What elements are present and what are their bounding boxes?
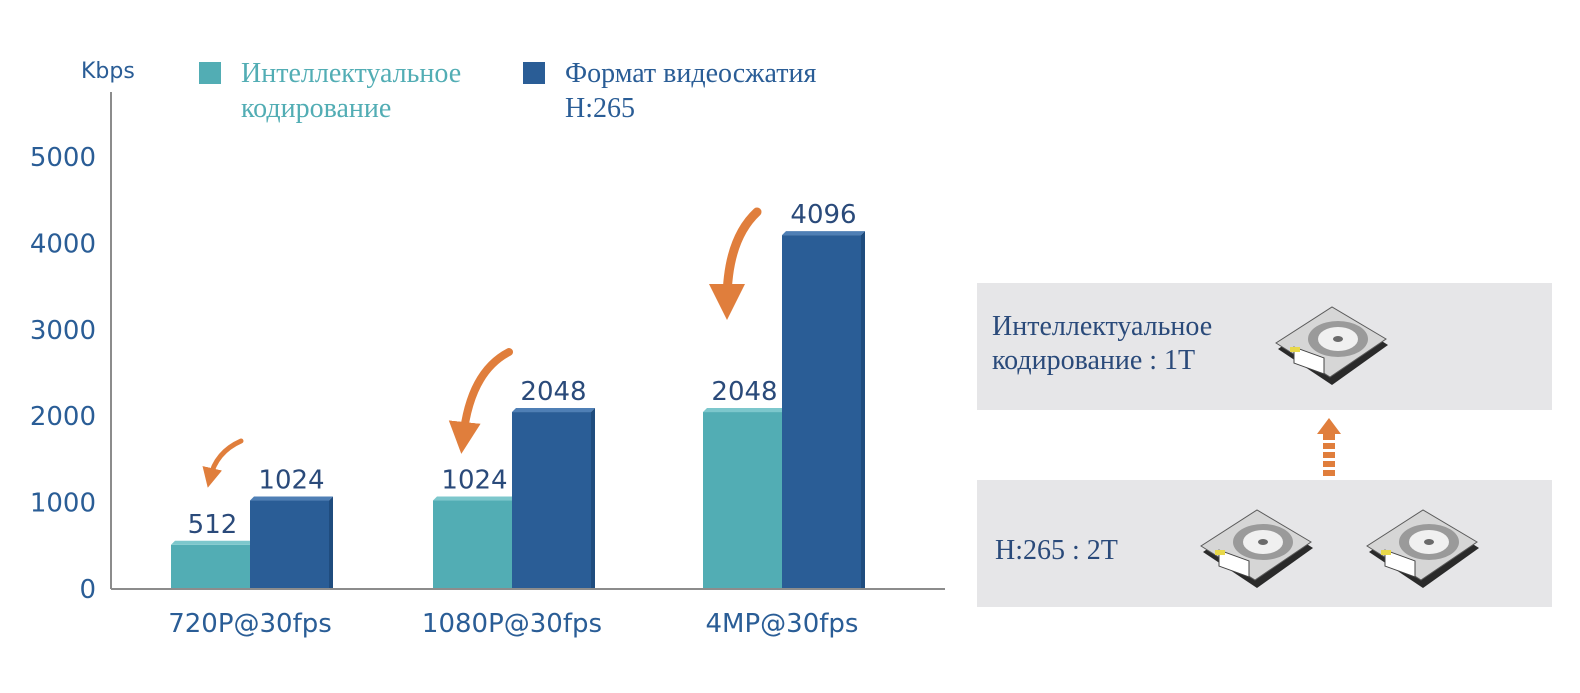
bar-top-edge <box>250 496 333 501</box>
reduction-arrow-icon <box>448 348 513 454</box>
bar-smart-coding-2 <box>703 412 782 589</box>
y-tick-label: 1000 <box>30 489 96 519</box>
bar-top-edge <box>512 408 595 413</box>
storage-panel-h265: H:265 : 2T <box>977 480 1552 607</box>
x-category-label: 1080P@30fps <box>422 609 602 639</box>
bar-smart-coding-0 <box>171 544 250 589</box>
legend-swatch-h265 <box>523 62 545 84</box>
storage-label-line1: Интеллектуальное <box>992 311 1213 342</box>
bar-chart: Kbps 0 1000 2000 3000 4000 5000 512 1024 2048 10… <box>30 59 945 639</box>
y-tick-label: 5000 <box>30 143 96 173</box>
data-label: 1024 <box>441 466 507 496</box>
bar-side-edge <box>591 408 595 589</box>
storage-panel-smart-coding: Интеллектуальное кодирование : 1T <box>977 283 1552 410</box>
y-tick-label: 4000 <box>30 229 96 259</box>
storage-label-smart-coding: Интеллектуальное кодирование : 1T <box>992 310 1212 378</box>
y-tick-label: 3000 <box>30 316 96 346</box>
arrow-up-icon <box>1317 418 1341 476</box>
bar-side-edge <box>861 231 865 590</box>
legend-item-smart-coding: Интеллектуальное кодирование <box>199 56 461 126</box>
reduction-arrow-icon <box>202 438 244 488</box>
bar-top-edge <box>703 408 786 413</box>
data-label: 512 <box>188 510 238 540</box>
storage-label-h265: H:265 : 2T <box>995 535 1118 566</box>
legend-label-line1: Интеллектуальное <box>241 58 462 89</box>
storage-label-line2: кодирование : 1T <box>992 345 1196 376</box>
hard-drive-icon <box>1275 306 1388 385</box>
bar-h265-1 <box>512 412 591 589</box>
data-label: 2048 <box>711 377 777 407</box>
data-label: 2048 <box>520 377 586 407</box>
legend-text-smart-coding: Интеллектуальное кодирование <box>241 56 461 126</box>
data-label: 1024 <box>258 466 324 496</box>
legend-label-line2: H:265 <box>565 93 635 124</box>
bar-h265-2 <box>782 235 861 590</box>
bar-top-edge <box>433 496 516 501</box>
y-axis-unit-label: Kbps <box>81 59 135 84</box>
reduction-arrow-icon <box>709 207 762 320</box>
data-label: 4096 <box>790 200 856 230</box>
bar-top-edge <box>782 231 865 236</box>
y-tick-label: 2000 <box>30 402 96 432</box>
legend-swatch-smart-coding <box>199 62 221 84</box>
hard-drive-icon <box>1200 509 1313 588</box>
legend-label-line2: кодирование <box>241 93 392 124</box>
bar-smart-coding-1 <box>433 500 512 589</box>
legend-text-h265: Формат видеосжатия H:265 <box>565 56 816 126</box>
bar-top-edge <box>171 540 254 545</box>
x-category-label: 720P@30fps <box>168 609 332 639</box>
hard-drive-icon <box>1366 509 1479 588</box>
legend-label-line1: Формат видеосжатия <box>565 58 817 89</box>
bar-side-edge <box>329 496 333 589</box>
y-tick-label: 0 <box>79 575 96 605</box>
bar-h265-0 <box>250 500 329 589</box>
x-category-label: 4MP@30fps <box>706 609 859 639</box>
legend-item-h265: Формат видеосжатия H:265 <box>523 56 816 126</box>
